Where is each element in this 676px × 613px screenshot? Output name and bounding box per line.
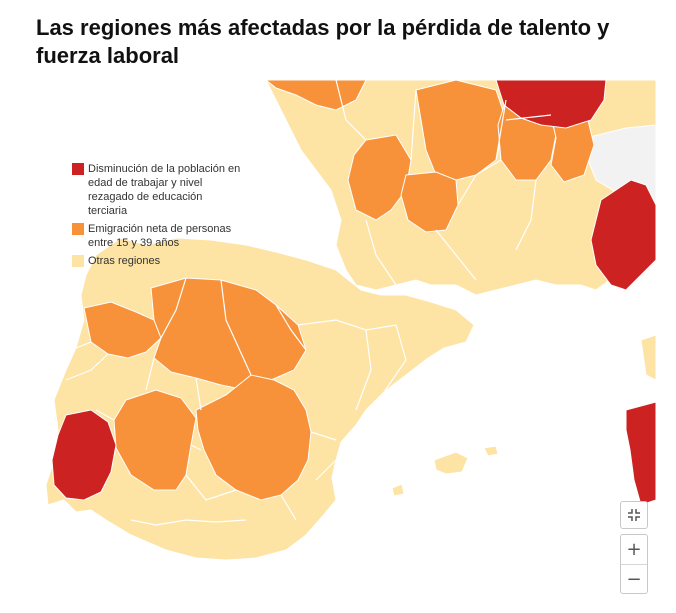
- legend-swatch-emigration: [72, 223, 84, 235]
- island-menorca: [483, 445, 499, 457]
- legend-label-other: Otras regiones: [88, 255, 161, 267]
- fullscreen-button[interactable]: [620, 501, 648, 529]
- map[interactable]: Disminución de la población en edad de t…: [36, 80, 656, 598]
- zoom-divider: [621, 564, 647, 565]
- legend-item-decline: Disminución de la población en edad de t…: [72, 162, 242, 218]
- border-line: [335, 80, 552, 286]
- border-layer: [65, 80, 552, 526]
- legend-swatch-other: [72, 255, 84, 267]
- legend: Disminución de la población en edad de t…: [72, 162, 242, 272]
- fullscreen-exit-icon: [628, 509, 640, 521]
- border-line: [65, 341, 247, 526]
- legend-swatch-decline: [72, 163, 84, 175]
- region-emigration-castilla-la-mancha[interactable]: [195, 374, 312, 501]
- zoom-in-button[interactable]: +: [626, 539, 642, 560]
- region-decline-north-france[interactable]: [495, 80, 607, 129]
- region-emigration-west-france[interactable]: [347, 134, 412, 221]
- zoom-controls: + −: [620, 534, 648, 594]
- island-ibiza: [391, 483, 405, 497]
- island-mallorca: [433, 451, 469, 475]
- legend-item-emigration: Emigración neta de personas entre 15 y 3…: [72, 222, 242, 250]
- region-emigration-limousin[interactable]: [400, 171, 459, 233]
- region-emigration-brittany[interactable]: [265, 80, 367, 111]
- region-decline-alentejo[interactable]: [51, 409, 117, 501]
- page-title: Las regiones más afectadas por la pérdid…: [36, 15, 610, 68]
- emigration-layer: [83, 80, 595, 501]
- legend-label-emigration: Emigración neta de personas entre 15 y 3…: [88, 223, 232, 249]
- region-emigration-galicia-south[interactable]: [83, 301, 162, 359]
- map-canvas[interactable]: [36, 80, 656, 598]
- decline-layer: [51, 80, 656, 506]
- region-decline-sardinia[interactable]: [625, 401, 656, 506]
- border-line: [95, 277, 407, 521]
- legend-label-decline: Disminución de la población en edad de t…: [88, 163, 241, 217]
- legend-item-other: Otras regiones: [72, 254, 242, 268]
- region-decline-alps-east[interactable]: [590, 179, 656, 291]
- zoom-out-button[interactable]: −: [626, 569, 642, 590]
- island-corsica: [640, 334, 656, 381]
